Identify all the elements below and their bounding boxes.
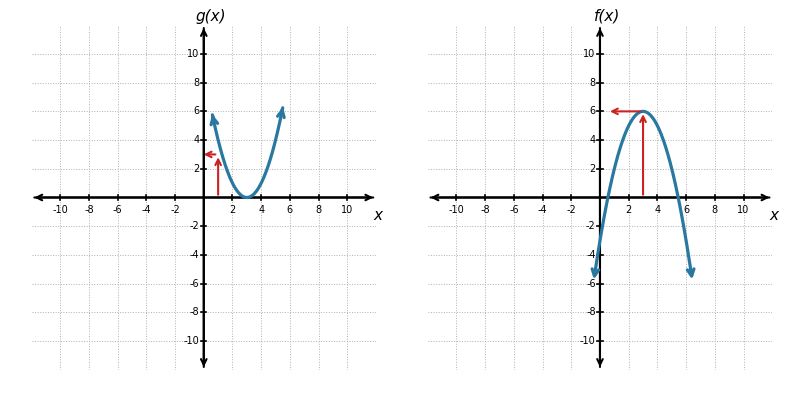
- Text: f(x): f(x): [594, 9, 620, 24]
- Text: -6: -6: [586, 278, 596, 289]
- Text: 4: 4: [654, 205, 660, 214]
- Text: 10: 10: [341, 205, 354, 214]
- Text: -2: -2: [586, 221, 596, 231]
- Text: -10: -10: [580, 336, 596, 346]
- Text: 4: 4: [258, 205, 264, 214]
- Text: 2: 2: [626, 205, 632, 214]
- Text: -10: -10: [52, 205, 68, 214]
- Text: -6: -6: [190, 278, 199, 289]
- Text: 8: 8: [315, 205, 322, 214]
- Text: 8: 8: [589, 78, 596, 88]
- Text: -10: -10: [448, 205, 464, 214]
- Text: -2: -2: [567, 205, 576, 214]
- Text: -8: -8: [586, 307, 596, 317]
- Text: 6: 6: [683, 205, 690, 214]
- Text: -8: -8: [481, 205, 490, 214]
- Text: 2: 2: [229, 205, 236, 214]
- Text: 6: 6: [193, 106, 199, 117]
- Text: -2: -2: [190, 221, 199, 231]
- Text: 8: 8: [712, 205, 718, 214]
- Text: 6: 6: [287, 205, 293, 214]
- Text: -6: -6: [113, 205, 122, 214]
- Text: 4: 4: [193, 135, 199, 145]
- Text: -2: -2: [170, 205, 180, 214]
- Text: 10: 10: [738, 205, 749, 214]
- Text: -4: -4: [537, 205, 548, 214]
- Text: 6: 6: [589, 106, 596, 117]
- Text: -10: -10: [184, 336, 199, 346]
- Text: 10: 10: [188, 49, 199, 59]
- Text: 2: 2: [589, 164, 596, 174]
- Text: -4: -4: [142, 205, 151, 214]
- Text: x: x: [374, 207, 382, 222]
- Text: -4: -4: [586, 250, 596, 260]
- Text: 4: 4: [589, 135, 596, 145]
- Text: -8: -8: [190, 307, 199, 317]
- Text: x: x: [769, 207, 779, 222]
- Text: 10: 10: [583, 49, 596, 59]
- Text: -6: -6: [509, 205, 519, 214]
- Text: 8: 8: [193, 78, 199, 88]
- Text: 2: 2: [193, 164, 199, 174]
- Text: -8: -8: [84, 205, 94, 214]
- Text: g(x): g(x): [195, 9, 226, 24]
- Text: -4: -4: [190, 250, 199, 260]
